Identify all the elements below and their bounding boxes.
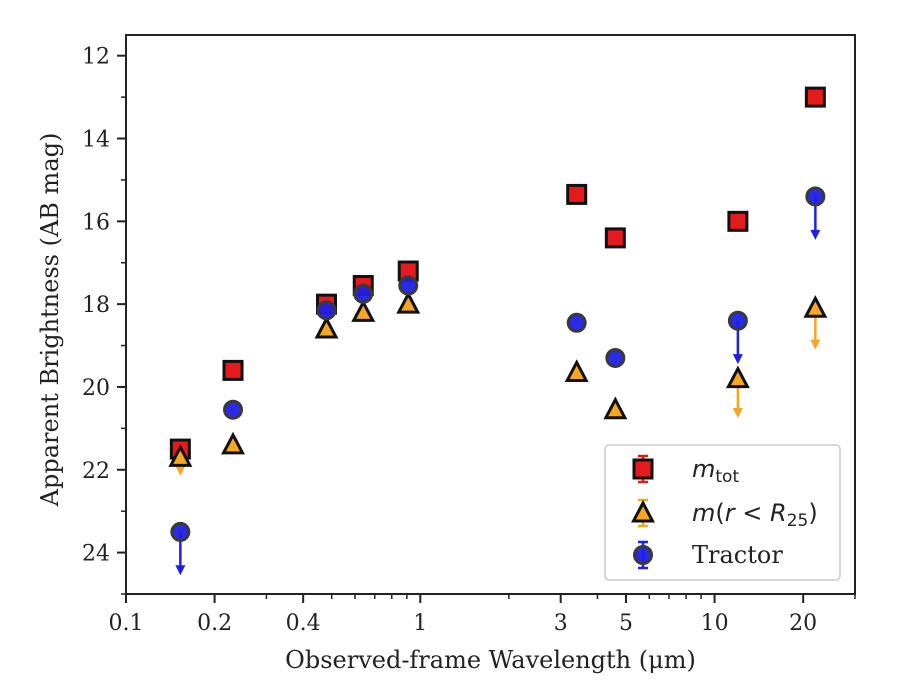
x-tick-label: 0.4 [286, 611, 321, 636]
data-point-circle-3 [353, 283, 374, 304]
plot-frame [125, 34, 856, 595]
data-point-square-5 [566, 183, 588, 205]
data-point-triangle-8 [803, 295, 828, 318]
y-axis-label: Apparent Brightness (AB mag) [36, 133, 64, 508]
upper-limit-arrow-s1-p8-head [810, 339, 821, 350]
data-point-triangle-7 [725, 365, 750, 389]
legend: mtot m(r < R25) Tractor [604, 444, 841, 581]
data-point-circle-1 [223, 399, 244, 420]
data-point-circle-8 [805, 186, 826, 207]
upper-limit-arrow-s1-p0-head [175, 465, 186, 476]
legend-marker-triangle [631, 499, 655, 523]
data-point-triangle-3 [351, 299, 376, 322]
x-tick-label: 10 [701, 611, 729, 636]
y-tick-label: 12 [82, 45, 110, 70]
legend-marker-square [632, 458, 654, 480]
y-tick-label: 20 [82, 376, 110, 401]
data-point-circle-4 [398, 275, 419, 296]
legend-box [604, 444, 841, 581]
legend-label-tractor: Tractor [692, 541, 783, 569]
y-tick-label: 22 [82, 459, 110, 484]
x-tick-label: 0.2 [197, 611, 232, 636]
axes-group: 0.1 0.2 0.4 1 3 5 10 20 12 14 16 18 20 22 24 Observed-f… [36, 45, 856, 674]
data-marks-group [168, 86, 828, 576]
data-point-circle-7 [727, 310, 748, 331]
x-tick-label: 5 [619, 611, 633, 636]
upper-limit-arrow-s2-p8-head [810, 229, 821, 240]
x-tick-label: 0.1 [109, 611, 144, 636]
x-axis-label: Observed-frame Wavelength (μm) [285, 646, 696, 674]
y-tick-label: 24 [82, 542, 110, 567]
data-point-circle-2 [316, 300, 337, 321]
data-point-circle-6 [605, 347, 626, 368]
data-point-triangle-1 [221, 431, 245, 455]
upper-limit-arrow-s2-p0-head [175, 565, 186, 576]
data-point-triangle-6 [603, 396, 628, 420]
upper-limit-arrow-s1-p7-head [732, 407, 743, 418]
data-point-square-8 [804, 86, 826, 108]
data-point-triangle-4 [396, 290, 421, 314]
data-point-circle-0 [170, 521, 191, 542]
y-tick-label: 16 [82, 210, 110, 235]
y-tick-label: 14 [82, 128, 110, 153]
data-point-triangle-5 [564, 359, 589, 382]
data-point-square-7 [727, 210, 749, 232]
data-point-triangle-0 [168, 444, 193, 467]
x-tick-label: 3 [554, 611, 568, 636]
legend-label-m-tot: mtot [692, 455, 739, 487]
legend-label-m-r-lt-r25: m(r < R25) [692, 499, 818, 531]
upper-limit-arrow-s2-p7-head [732, 354, 743, 365]
data-point-square-6 [604, 227, 626, 249]
y-tick-label: 18 [82, 293, 110, 318]
legend-marker-circle [633, 545, 653, 565]
data-point-square-1 [222, 359, 244, 381]
x-tick-label: 20 [789, 611, 817, 636]
data-point-circle-5 [566, 312, 587, 333]
data-point-triangle-2 [314, 315, 339, 339]
x-tick-label: 1 [413, 611, 427, 636]
